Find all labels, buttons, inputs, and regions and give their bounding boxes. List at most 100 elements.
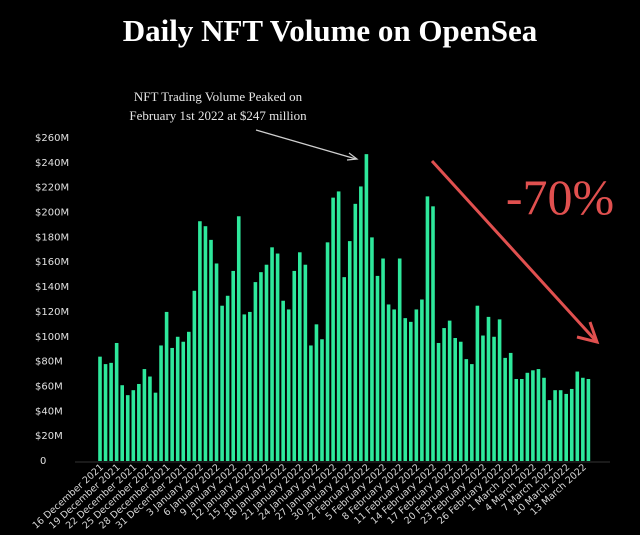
bar <box>342 277 346 461</box>
y-tick-label: 0 <box>40 456 46 467</box>
bar <box>420 299 424 461</box>
bar <box>164 311 169 461</box>
bar <box>409 321 413 461</box>
bar <box>475 305 480 461</box>
bar <box>225 295 230 461</box>
bar <box>564 393 568 461</box>
y-tick-label: $200M <box>35 208 69 219</box>
bar <box>109 362 113 461</box>
bar <box>486 316 491 461</box>
y-tick-label: $240M <box>35 158 69 169</box>
bar <box>492 336 496 461</box>
bar <box>347 241 352 461</box>
decline-percent-label: -70% <box>506 169 614 225</box>
bar <box>125 395 130 461</box>
bar <box>281 300 285 461</box>
bar <box>436 342 441 461</box>
bar <box>364 154 369 461</box>
bar <box>242 314 247 461</box>
bar <box>536 369 541 461</box>
bar <box>309 345 313 461</box>
y-tick-label: $20M <box>35 431 63 442</box>
bar <box>458 341 463 461</box>
bar <box>442 328 446 461</box>
bar <box>153 392 158 461</box>
bar <box>520 379 524 461</box>
peak-annotation-line2: February 1st 2022 at $247 million <box>129 108 307 123</box>
bar <box>508 352 513 461</box>
bar <box>275 253 280 461</box>
bar <box>397 258 402 461</box>
bar <box>159 345 163 461</box>
chart-title: Daily NFT Volume on OpenSea <box>123 13 538 48</box>
bar <box>425 196 430 461</box>
peak-annotation-line1: NFT Trading Volume Peaked on <box>134 89 303 104</box>
bar <box>270 247 274 461</box>
bar <box>187 331 191 461</box>
bar <box>503 357 507 461</box>
bar <box>353 203 358 462</box>
bar <box>381 258 385 461</box>
bar <box>120 385 124 461</box>
bar <box>231 270 235 461</box>
bar <box>286 309 291 461</box>
bar <box>386 304 391 461</box>
bar <box>575 371 580 461</box>
y-tick-label: $260M <box>35 133 69 144</box>
bar <box>175 336 180 461</box>
bar <box>198 221 202 461</box>
bar <box>209 239 213 461</box>
bar <box>336 191 341 461</box>
y-tick-label: $220M <box>35 183 69 194</box>
y-tick-label: $60M <box>35 381 63 392</box>
bar <box>203 226 208 461</box>
bar <box>264 264 269 461</box>
bar <box>303 264 308 461</box>
bar <box>220 305 224 461</box>
bar <box>531 370 535 461</box>
bar <box>453 338 457 461</box>
bar <box>431 206 435 461</box>
bar <box>558 390 563 461</box>
bar <box>581 377 585 461</box>
bar <box>464 359 469 461</box>
bar <box>103 364 108 461</box>
bar <box>470 364 474 461</box>
bar <box>569 388 574 461</box>
bar <box>542 377 546 461</box>
bar <box>514 379 519 461</box>
bar <box>553 390 557 461</box>
y-tick-label: $80M <box>35 357 63 368</box>
y-tick-label: $140M <box>35 282 69 293</box>
bar <box>414 309 419 461</box>
bar <box>586 379 591 461</box>
bar <box>403 318 408 461</box>
bar <box>137 383 141 461</box>
bar <box>114 342 119 461</box>
bar <box>236 216 241 461</box>
bar <box>325 242 330 461</box>
y-tick-label: $160M <box>35 257 69 268</box>
y-tick-label: $40M <box>35 406 63 417</box>
y-tick-label: $100M <box>35 332 69 343</box>
bar <box>253 282 258 461</box>
bar <box>547 400 552 461</box>
bar <box>497 319 502 461</box>
bar <box>525 372 530 461</box>
bar <box>481 335 485 461</box>
bar <box>375 275 380 461</box>
bar <box>447 320 452 461</box>
bar <box>392 309 396 461</box>
decline-arrow <box>430 159 600 345</box>
peak-arrow <box>255 129 359 161</box>
bar <box>314 324 319 461</box>
bar <box>214 263 219 461</box>
bar <box>192 290 197 461</box>
bar <box>298 252 302 461</box>
bar <box>181 341 186 461</box>
bar <box>248 311 252 461</box>
y-tick-label: $180M <box>35 232 69 243</box>
bar <box>131 390 136 461</box>
